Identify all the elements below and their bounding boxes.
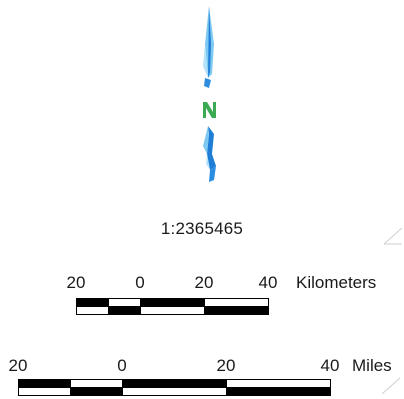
scalebar-km-label: 0 — [135, 273, 145, 292]
scalebar-km-segment — [76, 306, 109, 315]
scalebar-km-label: 40 — [258, 273, 278, 292]
scalebar-km-label: 20 — [194, 273, 214, 292]
scalebar-km-segment — [108, 306, 141, 315]
scalebar-km-unit: Kilometers — [296, 273, 377, 292]
scalebar-miles-segment — [18, 387, 71, 396]
scalebar-miles-label: 20 — [216, 356, 236, 375]
scalebar-km-segment — [204, 306, 269, 315]
scalebar-miles-unit: Miles — [352, 356, 392, 375]
corner-mark-icon — [383, 227, 403, 245]
scalebar-miles-segment — [70, 387, 123, 396]
scalebar-miles-label: 0 — [117, 356, 127, 375]
scalebar-miles-label: 20 — [8, 356, 28, 375]
scalebar-miles-label: 40 — [320, 356, 340, 375]
scalebar-miles-segment — [122, 387, 227, 396]
north-letter — [203, 102, 216, 118]
scalebar-km-segment — [140, 306, 205, 315]
north-arrow-lower-blade — [207, 126, 216, 170]
scalebar-km-label: 20 — [66, 273, 86, 292]
scale-ratio-text: 1:2365465 — [160, 219, 244, 238]
north-arrow-icon — [203, 6, 216, 182]
corner-mark-icon — [381, 377, 401, 395]
scalebar-miles-segment — [226, 387, 331, 396]
